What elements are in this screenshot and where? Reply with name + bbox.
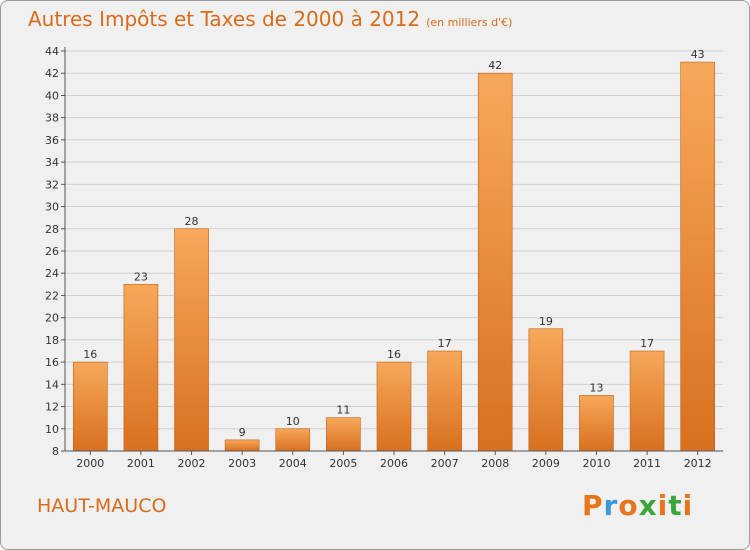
y-tick-label: 24	[45, 267, 59, 280]
logo-letter: i	[657, 489, 669, 522]
y-tick-label: 12	[45, 401, 59, 414]
y-tick-label: 10	[45, 423, 59, 436]
logo-letter: t	[668, 489, 683, 522]
x-tick-label-2005: 2005	[329, 457, 357, 470]
x-tick-label-2006: 2006	[380, 457, 408, 470]
data-labels: 16 23 28 9 10 11 16 17 42 19 13 17 43	[83, 48, 704, 439]
data-label-2011: 17	[640, 337, 654, 350]
bar-2009	[528, 328, 564, 452]
y-axis: 8 10 12 14 16 18 20 22 24 26 28 30 32 34 36 38 40 42 44	[45, 45, 66, 458]
bar-2007	[427, 350, 462, 452]
y-tick-label: 14	[45, 378, 59, 391]
y-tick-label: 36	[45, 134, 59, 147]
bar-2004	[275, 428, 311, 452]
y-tick-label: 32	[45, 178, 59, 191]
x-axis: 2000 2001 2002 2003 2004 2005 2006 2007 2008 2009…	[65, 450, 723, 470]
bar-2005	[326, 417, 361, 452]
x-tick-label-2004: 2004	[279, 457, 307, 470]
y-tick-label: 26	[45, 245, 59, 258]
bar-2011	[629, 350, 665, 452]
data-label-2000: 16	[83, 348, 97, 361]
x-tick-label-2011: 2011	[633, 457, 661, 470]
bar-2006	[376, 361, 412, 452]
bar-2003	[224, 439, 260, 452]
data-label-2007: 17	[438, 337, 452, 350]
proxiti-logo: Proxiti	[582, 489, 693, 522]
data-label-2002: 28	[185, 215, 199, 228]
data-label-2009: 19	[539, 315, 553, 328]
bar-2008	[477, 72, 513, 452]
y-tick-label: 30	[45, 201, 59, 214]
bars	[73, 61, 715, 452]
x-tick-label-2008: 2008	[481, 457, 509, 470]
data-label-2010: 13	[589, 381, 603, 394]
chart-title: Autres Impôts et Taxes de 2000 à 2012 (en…	[28, 7, 512, 31]
x-tick-label-2001: 2001	[127, 457, 155, 470]
y-tick-label: 16	[45, 356, 59, 369]
x-tick-label-2010: 2010	[582, 457, 610, 470]
bar-2012	[680, 61, 715, 452]
y-tick-label: 40	[45, 89, 59, 102]
y-tick-label: 18	[45, 334, 59, 347]
data-label-2012: 43	[691, 48, 705, 61]
data-label-2006: 16	[387, 348, 401, 361]
city-name: HAUT-MAUCO	[37, 495, 167, 517]
x-tick-label-2012: 2012	[684, 457, 712, 470]
bar-2002	[174, 228, 209, 452]
logo-letter: o	[618, 489, 639, 522]
x-tick-label-2003: 2003	[228, 457, 256, 470]
x-tick-label-2009: 2009	[532, 457, 560, 470]
y-tick-label: 42	[45, 67, 59, 80]
data-label-2001: 23	[134, 270, 148, 283]
chart-title-text: Autres Impôts et Taxes de 2000 à 2012	[28, 7, 421, 31]
y-tick-label: 22	[45, 289, 59, 302]
x-tick-label-2000: 2000	[76, 457, 104, 470]
bar-2010	[579, 395, 614, 452]
chart-unit: (en milliers d'€)	[426, 16, 513, 29]
x-tick-label-2007: 2007	[431, 457, 459, 470]
y-tick-label: 44	[45, 45, 59, 58]
logo-letter: r	[603, 489, 619, 522]
y-tick-label: 34	[45, 156, 59, 169]
y-tick-label: 38	[45, 112, 59, 125]
data-label-2003: 9	[239, 426, 246, 439]
data-label-2004: 10	[286, 415, 300, 428]
logo-letter: i	[682, 489, 694, 522]
data-label-2005: 11	[336, 404, 350, 417]
data-label-2008: 42	[488, 59, 502, 72]
bar-2000	[73, 361, 108, 452]
y-tick-label: 28	[45, 223, 59, 236]
bar-2001	[123, 284, 159, 452]
x-tick-label-2002: 2002	[178, 457, 206, 470]
y-tick-label: 20	[45, 312, 59, 325]
logo-letter: P	[582, 489, 604, 522]
y-tick-label: 8	[52, 445, 59, 458]
logo-letter: x	[638, 489, 658, 522]
